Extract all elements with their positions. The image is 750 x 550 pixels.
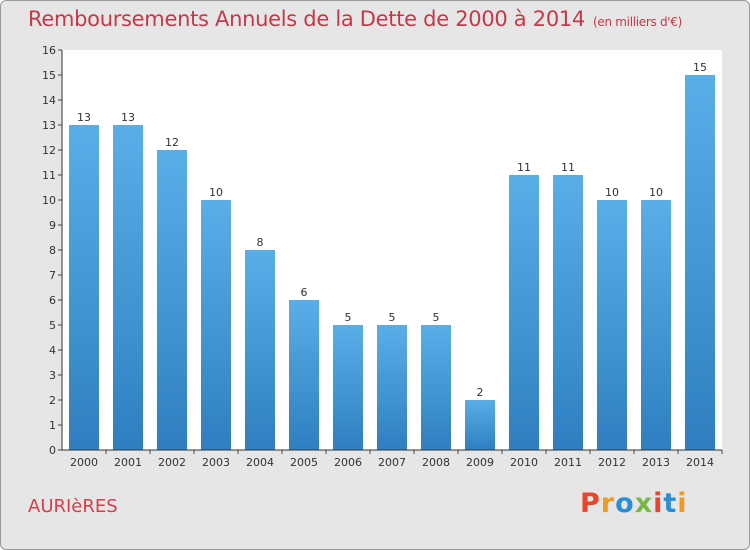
y-tick-label: 16 xyxy=(42,44,56,57)
x-tick-label: 2012 xyxy=(598,456,626,469)
data-label-2009: 2 xyxy=(477,386,484,399)
x-tick-label: 2001 xyxy=(114,456,142,469)
x-tick-label: 2007 xyxy=(378,456,406,469)
data-label-2004: 8 xyxy=(257,236,264,249)
x-tick-label: 2000 xyxy=(70,456,98,469)
data-label-2007: 5 xyxy=(389,311,396,324)
y-tick-label: 7 xyxy=(49,269,56,282)
logo-letter: x xyxy=(634,488,654,519)
bar-2012 xyxy=(597,200,627,450)
data-label-2001: 13 xyxy=(121,111,135,124)
y-tick-label: 12 xyxy=(42,144,56,157)
proxiti-logo[interactable]: Proxiti xyxy=(580,488,688,519)
chart-title-text: Remboursements Annuels de la Dette de 20… xyxy=(28,7,585,31)
x-tick-label: 2005 xyxy=(290,456,318,469)
bar-2004 xyxy=(245,250,275,450)
data-label-2010: 11 xyxy=(517,161,531,174)
bar-2010 xyxy=(509,175,539,450)
data-label-2013: 10 xyxy=(649,186,663,199)
data-label-2003: 10 xyxy=(209,186,223,199)
x-tick-label: 2004 xyxy=(246,456,274,469)
y-tick-label: 5 xyxy=(49,319,56,332)
y-tick-label: 3 xyxy=(49,369,56,382)
y-tick-label: 4 xyxy=(49,344,56,357)
data-label-2008: 5 xyxy=(433,311,440,324)
bar-2002 xyxy=(157,150,187,450)
y-tick-label: 8 xyxy=(49,244,56,257)
x-tick-label: 2011 xyxy=(554,456,582,469)
data-label-2014: 15 xyxy=(693,61,707,74)
bar-2005 xyxy=(289,300,319,450)
bar-2000 xyxy=(69,125,99,450)
chart-title: Remboursements Annuels de la Dette de 20… xyxy=(28,7,682,31)
logo-letter: P xyxy=(580,488,601,519)
logo-letter: i xyxy=(677,488,688,519)
bar-2009 xyxy=(465,400,495,450)
bar-2003 xyxy=(201,200,231,450)
logo-letter: o xyxy=(615,488,635,519)
y-tick-label: 1 xyxy=(49,419,56,432)
bar-2007 xyxy=(377,325,407,450)
x-tick-label: 2008 xyxy=(422,456,450,469)
unit-note: (en milliers d'€) xyxy=(593,15,683,29)
x-tick-label: 2010 xyxy=(510,456,538,469)
data-label-2012: 10 xyxy=(605,186,619,199)
city-name: AURIèRES xyxy=(28,496,118,517)
logo-letter: i xyxy=(653,488,664,519)
data-label-2000: 13 xyxy=(77,111,91,124)
logo-letter: t xyxy=(663,488,678,519)
logo-letter: r xyxy=(600,488,616,519)
y-tick-label: 11 xyxy=(42,169,56,182)
x-tick-label: 2014 xyxy=(686,456,714,469)
bar-2006 xyxy=(333,325,363,450)
y-tick-label: 2 xyxy=(49,394,56,407)
bar-2014 xyxy=(685,75,715,450)
x-tick-label: 2002 xyxy=(158,456,186,469)
y-tick-label: 0 xyxy=(49,444,56,457)
x-tick-label: 2006 xyxy=(334,456,362,469)
data-label-2006: 5 xyxy=(345,311,352,324)
bar-2013 xyxy=(641,200,671,450)
y-tick-label: 15 xyxy=(42,69,56,82)
x-tick-label: 2009 xyxy=(466,456,494,469)
data-label-2002: 12 xyxy=(165,136,179,149)
x-tick-label: 2003 xyxy=(202,456,230,469)
y-tick-label: 10 xyxy=(42,194,56,207)
bar-2001 xyxy=(113,125,143,450)
x-tick-label: 2013 xyxy=(642,456,670,469)
bar-2008 xyxy=(421,325,451,450)
data-label-2005: 6 xyxy=(301,286,308,299)
data-label-2011: 11 xyxy=(561,161,575,174)
y-tick-label: 9 xyxy=(49,219,56,232)
bar-2011 xyxy=(553,175,583,450)
y-tick-label: 6 xyxy=(49,294,56,307)
y-tick-label: 14 xyxy=(42,94,56,107)
y-tick-label: 13 xyxy=(42,119,56,132)
